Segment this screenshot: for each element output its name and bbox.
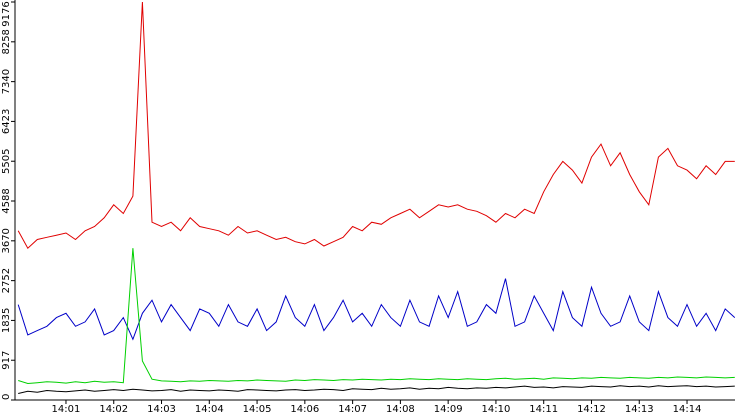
x-tick-label: 14:05 [243,404,272,415]
y-tick-label: 5505 [1,148,12,173]
x-tick-label: 14:03 [147,404,176,415]
x-tick-label: 14:13 [625,404,654,415]
series-line [18,385,735,394]
y-tick-label: 1835 [1,308,12,333]
series-line [17,1,735,249]
series-line [17,278,735,341]
y-tick-label: 9176 [1,1,12,26]
x-tick-label: 14:04 [195,404,224,415]
x-tick-label: 14:09 [434,404,463,415]
x-tick-label: 14:07 [338,404,367,415]
x-tick-label: 14:14 [673,404,702,415]
y-tick-label: 6423 [1,109,12,134]
y-tick-label: 8258 [1,29,12,54]
y-tick-label: 3670 [1,228,12,253]
x-tick-label: 14:10 [482,404,511,415]
x-tick-label: 14:12 [577,404,606,415]
x-tick-label: 14:01 [52,404,81,415]
x-tick-label: 14:06 [290,404,319,415]
x-tick-label: 14:08 [386,404,415,415]
y-tick-label: 7340 [1,69,12,94]
x-tick-label: 14:02 [99,404,128,415]
y-tick-label: 917 [1,351,12,370]
x-tick-label: 14:11 [529,404,558,415]
y-tick-label: 0 [1,394,12,400]
y-tick-label: 2752 [1,268,12,293]
series-line [18,248,735,385]
y-tick-label: 4588 [1,188,12,213]
